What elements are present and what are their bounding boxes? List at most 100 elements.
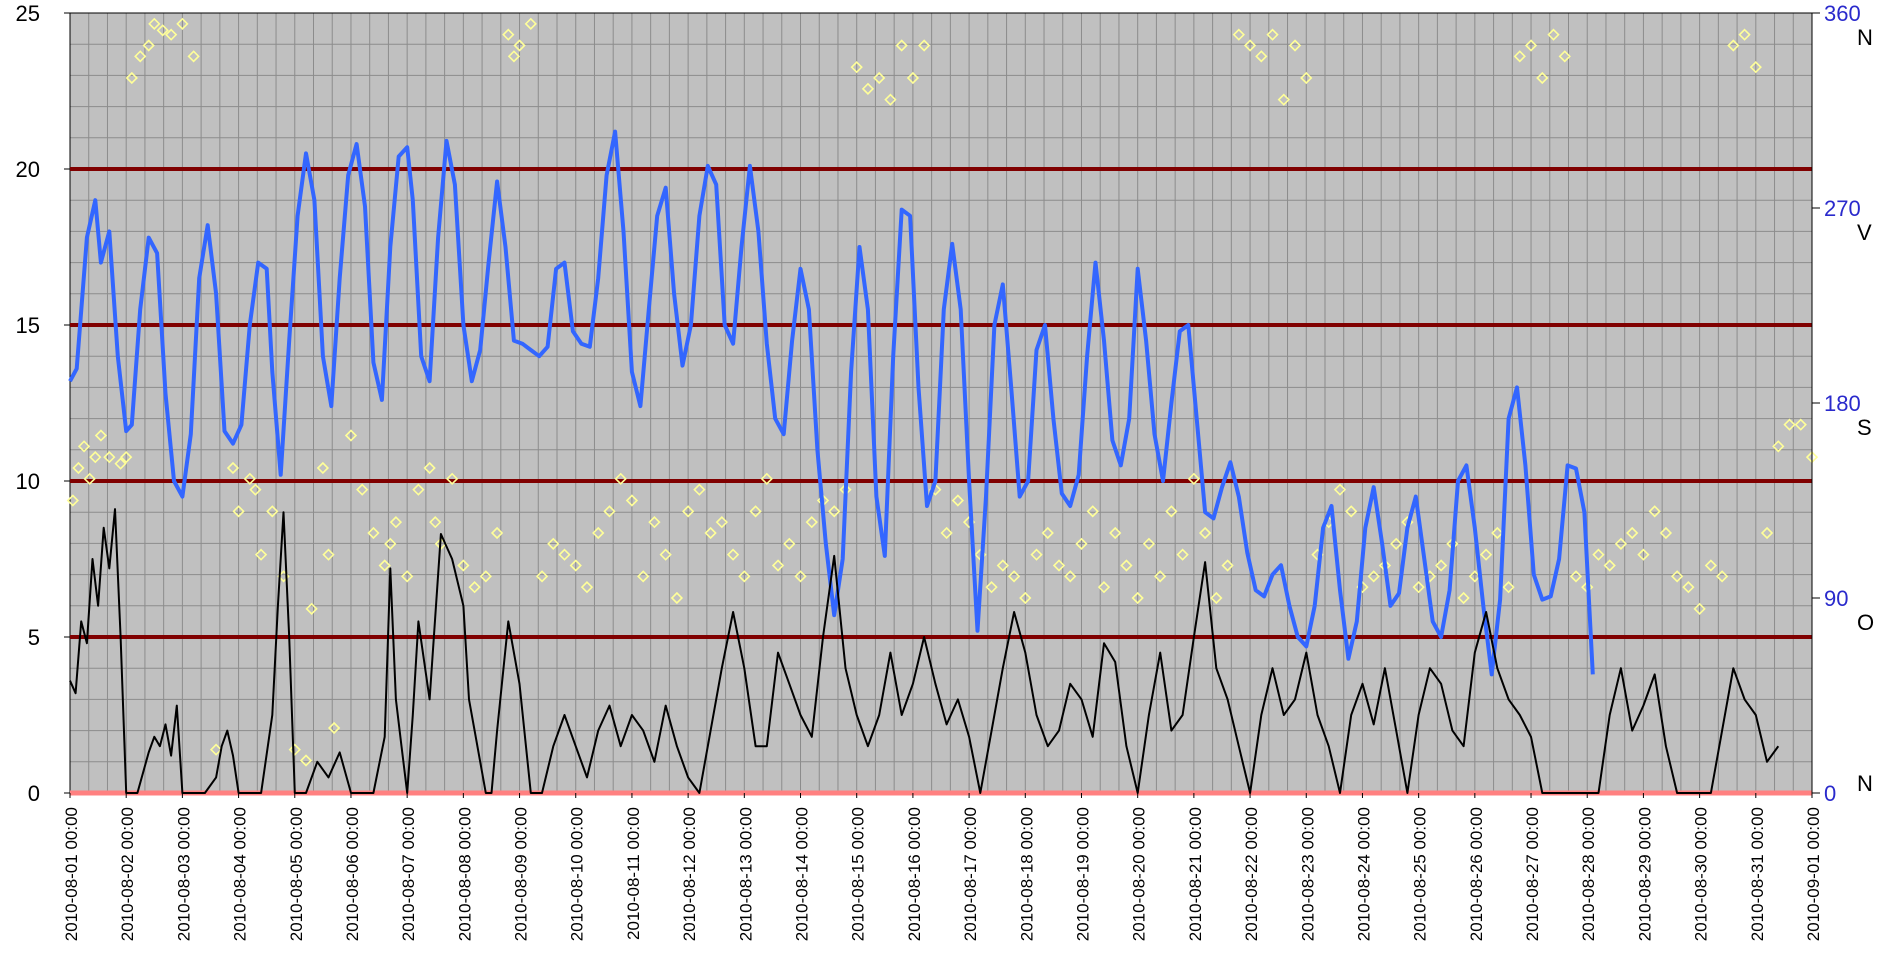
wind-direction-marker	[344, 429, 358, 442]
x-tick-label: 2010-08-05 00:00	[287, 807, 306, 941]
y-right-tick-label: 0	[1824, 781, 1836, 806]
wind-direction-marker	[378, 559, 391, 572]
direction-label: S	[1857, 415, 1872, 440]
wind-direction-marker	[1603, 559, 1616, 572]
wind-direction-marker	[1154, 570, 1167, 583]
wind-direction-marker	[535, 570, 549, 583]
direction-label: N	[1857, 25, 1873, 50]
x-tick-label: 2010-08-07 00:00	[399, 807, 418, 941]
wind-direction-marker	[232, 505, 245, 518]
wind-direction-marker	[490, 526, 504, 540]
wind-direction-marker	[1457, 591, 1470, 605]
wind-direction-marker	[1210, 591, 1223, 605]
wind-direction-marker	[1007, 570, 1021, 583]
wind-direction-marker	[1109, 526, 1122, 540]
wind-direction-marker	[1592, 548, 1605, 561]
wind-direction-marker	[749, 505, 762, 518]
wind-direction-marker	[861, 82, 875, 95]
wind-direction-marker	[94, 429, 108, 442]
y-right-tick-label: 360	[1824, 1, 1861, 26]
wind-direction-marker	[1727, 39, 1740, 52]
wind-direction-marker	[423, 461, 436, 475]
wind-direction-marker	[1412, 581, 1425, 594]
wind-direction-marker	[1176, 548, 1189, 561]
wind-direction-marker	[1558, 50, 1571, 63]
wind-direction-marker	[1243, 39, 1257, 52]
wind-direction-marker	[783, 537, 796, 550]
wind-direction-marker	[445, 472, 459, 485]
x-tick-label: 2010-08-31 00:00	[1748, 807, 1767, 941]
wind-direction-marker	[760, 472, 773, 485]
wind-direction-marker	[77, 440, 91, 453]
wind-direction-marker	[1491, 526, 1504, 540]
wind-direction-marker	[1288, 39, 1302, 52]
wind-direction-marker	[648, 516, 661, 529]
wind-direction-marker	[1030, 548, 1043, 561]
direction-label: V	[1857, 220, 1872, 245]
x-tick-label: 2010-08-25 00:00	[1411, 807, 1430, 941]
wind-direction-marker	[1187, 472, 1201, 485]
x-tick-label: 2010-08-20 00:00	[1130, 807, 1149, 941]
wind-direction-marker	[1760, 526, 1774, 540]
wind-direction-marker	[603, 505, 616, 518]
wind-direction-marker	[670, 591, 684, 605]
x-tick-label: 2010-08-29 00:00	[1635, 807, 1654, 941]
wind-direction-marker	[1333, 483, 1347, 496]
y-left-tick-label: 10	[16, 469, 40, 494]
x-tick-label: 2010-08-26 00:00	[1467, 807, 1486, 941]
y-right-tick-label: 180	[1824, 391, 1861, 416]
wind-direction-marker	[457, 559, 470, 572]
wind-direction-marker	[1300, 71, 1313, 85]
wind-direction-marker	[985, 581, 998, 594]
x-tick-label: 2010-08-30 00:00	[1692, 807, 1711, 941]
x-tick-label: 2010-09-01 00:00	[1804, 807, 1823, 941]
wind-direction-marker	[1772, 440, 1785, 453]
wind-direction-marker	[794, 570, 807, 583]
wind-direction-marker	[1120, 559, 1133, 572]
wind-direction-marker	[951, 494, 964, 507]
wind-direction-marker	[906, 71, 920, 85]
wind-direction-marker	[659, 548, 672, 561]
wind-direction-marker	[1479, 548, 1493, 561]
wind-direction-marker	[1075, 537, 1088, 550]
wind-direction-marker	[114, 457, 127, 470]
wind-direction-marker	[1277, 93, 1290, 106]
wind-direction-marker	[592, 526, 605, 540]
wind-direction-marker	[1524, 39, 1538, 52]
wind-direction-marker	[569, 559, 582, 572]
wind-direction-marker	[322, 548, 335, 561]
wind-direction-marker	[1198, 526, 1212, 540]
wind-direction-marker	[1041, 526, 1054, 540]
wind-direction-marker	[738, 570, 751, 583]
x-tick-label: 2010-08-06 00:00	[343, 807, 362, 941]
x-tick-label: 2010-08-01 00:00	[62, 807, 81, 941]
x-tick-label: 2010-08-04 00:00	[231, 807, 250, 941]
wind-direction-marker	[1794, 418, 1807, 431]
wind-direction-marker	[693, 483, 706, 496]
wind-direction-marker	[384, 537, 397, 550]
direction-label: O	[1857, 610, 1874, 635]
wind-direction-markers	[66, 17, 1819, 767]
wind-direction-marker	[513, 39, 526, 52]
wind-direction-marker	[367, 526, 380, 540]
wind-direction-marker	[468, 581, 481, 594]
wind-direction-marker	[1614, 537, 1628, 550]
wind-direction-marker	[558, 548, 571, 561]
wind-direction-marker	[1715, 570, 1729, 583]
wind-direction-marker	[884, 93, 897, 106]
wind-direction-marker	[1569, 570, 1583, 583]
wind-direction-marker	[1345, 505, 1358, 518]
wind-direction-marker	[940, 526, 953, 540]
wind-direction-marker	[156, 24, 169, 37]
wind-direction-marker	[580, 581, 594, 594]
wind-direction-marker	[142, 39, 155, 52]
wind-direction-marker	[226, 461, 240, 475]
wind-direction-marker	[873, 71, 886, 85]
wind-direction-marker	[1547, 28, 1560, 41]
wind-direction-marker	[1536, 71, 1549, 85]
wind-direction-marker	[1064, 570, 1077, 583]
wind-direction-marker	[1367, 570, 1380, 583]
series-lines	[68, 129, 1780, 794]
wind-direction-marker	[83, 472, 96, 485]
wind-direction-marker	[895, 39, 908, 52]
